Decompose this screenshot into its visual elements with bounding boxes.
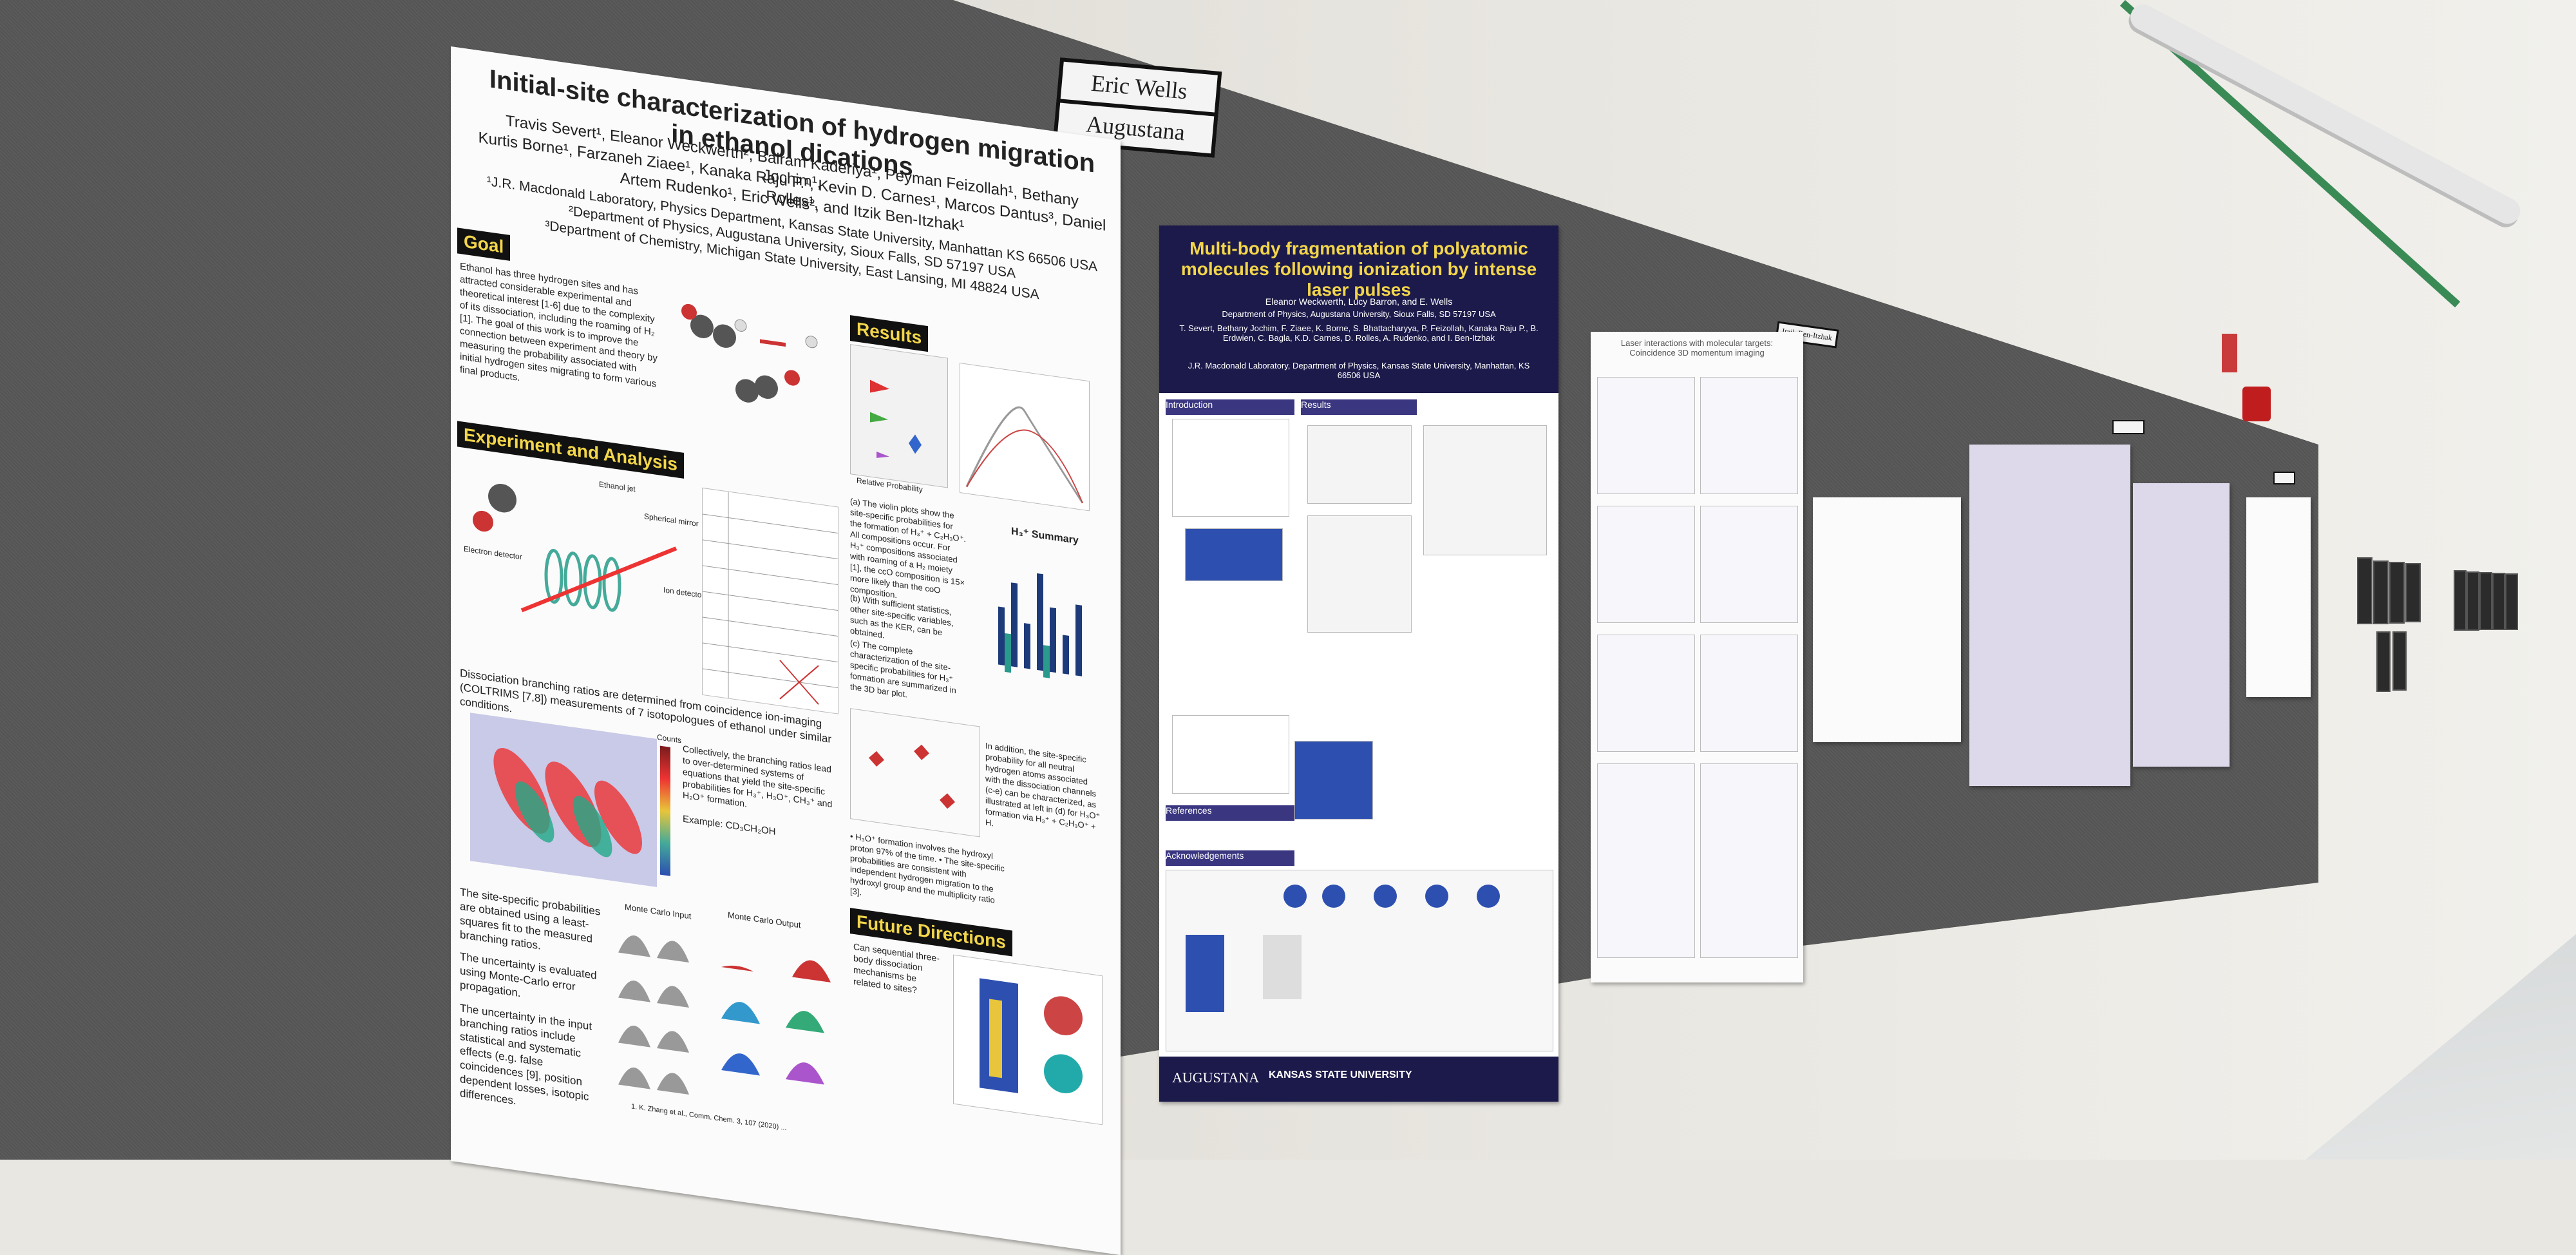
- d-plot: [850, 708, 980, 838]
- framed-photo: [2405, 563, 2421, 622]
- uncertainty-text: The uncertainty is evaluated using Monte…: [460, 950, 597, 1000]
- panel-2: [1700, 377, 1798, 494]
- poster-third: Laser interactions with molecular target…: [1591, 332, 1803, 982]
- small-nameplate-3: [2273, 472, 2295, 484]
- monte-carlo-histograms: [612, 913, 837, 1118]
- section-acknowledgements: Acknowledgements: [1166, 850, 1294, 866]
- bullets-text: • H₃O⁺ formation involves the hydroxyl p…: [850, 831, 1005, 905]
- violin-plot: [850, 344, 948, 488]
- panel-3: [1597, 506, 1695, 623]
- h3o-text: In addition, the site-specific probabili…: [985, 740, 1101, 832]
- panel-5: [1597, 635, 1695, 752]
- kansas-state-logo: KANSAS STATE UNIVERSITY: [1269, 1069, 1412, 1080]
- poster-second-footer: [1159, 1057, 1558, 1102]
- mc-output-label: Monte Carlo Output: [728, 910, 801, 930]
- results-figure-3: [1307, 515, 1412, 633]
- results-figure-2: [1423, 425, 1547, 555]
- framed-photo: [2392, 631, 2407, 691]
- ker-plot: [960, 363, 1090, 512]
- section-introduction: Introduction: [1166, 399, 1294, 415]
- future-text: Can sequential three-body dissociation m…: [853, 941, 940, 995]
- 3d-bar-plot: [979, 539, 1108, 705]
- framed-photo: [2376, 631, 2391, 692]
- molecule-diagram: [663, 282, 831, 435]
- poster-second-header: [1159, 225, 1558, 393]
- section-results: Results: [1301, 399, 1417, 415]
- histogram-blue: [1294, 741, 1373, 819]
- color-scale: [660, 745, 670, 876]
- poster-seventh: [2246, 497, 2311, 697]
- fire-alarm-icon: [2242, 387, 2271, 421]
- isotopologue-table: [702, 487, 838, 714]
- site-specific-text: The site-specific probabilities are obta…: [460, 885, 601, 952]
- small-nameplate-2: [2112, 420, 2145, 434]
- framed-photo: [2467, 571, 2479, 631]
- framed-photo: [2454, 570, 2467, 631]
- exit-sign: [2222, 334, 2237, 372]
- augustana-logo: AUGUSTANA: [1172, 1069, 1260, 1086]
- future-plot: [953, 954, 1103, 1126]
- intro-figure: [1172, 419, 1289, 517]
- framed-photo: [2505, 573, 2518, 630]
- framed-photo: [2479, 572, 2492, 630]
- poster-second-authors: Eleanor Weckwerth, Lucy Barron, and E. W…: [1265, 296, 1453, 307]
- goal-text: Ethanol has three hydrogen sites and has…: [460, 260, 658, 390]
- summary-label: H₃⁺ Summary: [1011, 526, 1079, 546]
- poster-second-affiliation: Department of Physics, Augustana Univers…: [1222, 309, 1496, 319]
- poster-second: Multi-body fragmentation of polyatomic m…: [1159, 225, 1558, 1102]
- poster-fifth: [1969, 445, 2130, 786]
- poster-fourth: [1813, 497, 1961, 742]
- reaction-figure: [1172, 715, 1289, 794]
- panel-4: [1700, 506, 1798, 623]
- intro-heatmap: [1185, 528, 1283, 581]
- framed-photo: [2357, 557, 2372, 624]
- violin-text: (a) The violin plots show the site-speci…: [850, 496, 967, 600]
- goal-header: Goal: [457, 227, 511, 261]
- poster-main: Initial-site characterization of hydroge…: [451, 46, 1121, 1255]
- poster-second-authors-2: T. Severt, Bethany Jochim, F. Ziaee, K. …: [1179, 323, 1539, 343]
- section-references: References: [1166, 805, 1294, 821]
- poster-third-title: Laser interactions with molecular target…: [1620, 338, 1774, 358]
- framed-photo: [2389, 562, 2405, 624]
- framed-photo: [2492, 573, 2505, 630]
- poster-second-affiliation-2: J.R. Macdonald Laboratory, Department of…: [1188, 361, 1530, 380]
- bottom-figure-panel: [1166, 870, 1553, 1051]
- uncertainty-text-2: The uncertainty in the input branching r…: [460, 1001, 592, 1107]
- panel-6: [1700, 635, 1798, 752]
- coltrims-diagram: [464, 454, 696, 655]
- panel-8: [1700, 763, 1798, 958]
- poster-sixth: [2133, 483, 2230, 767]
- coincidence-map: [470, 713, 657, 887]
- framed-photo: [2373, 560, 2389, 624]
- panel-1: [1597, 377, 1695, 494]
- panel-7: [1597, 763, 1695, 958]
- poster-second-title: Multi-body fragmentation of polyatomic m…: [1180, 238, 1537, 300]
- example-label: Example: CD₃CH₂OH: [683, 813, 776, 838]
- results-figure-1: [1307, 425, 1412, 504]
